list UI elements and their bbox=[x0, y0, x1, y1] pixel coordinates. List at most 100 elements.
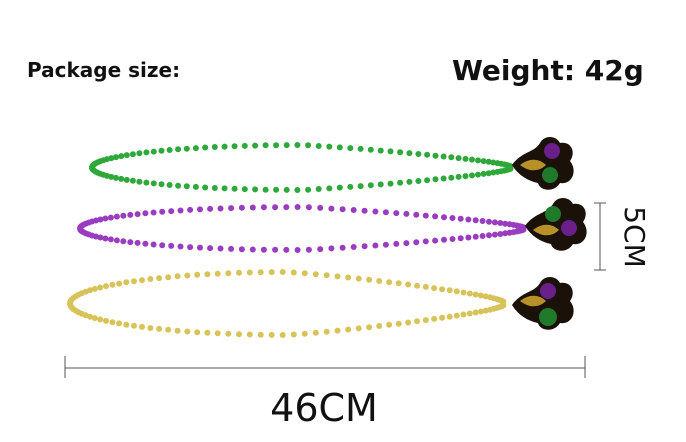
bead bbox=[262, 142, 269, 149]
bead bbox=[480, 170, 487, 177]
bead bbox=[475, 157, 481, 164]
bead bbox=[262, 186, 269, 193]
bead bbox=[147, 325, 154, 331]
bead bbox=[103, 283, 109, 290]
bead bbox=[448, 174, 455, 181]
bead bbox=[147, 276, 154, 282]
bead bbox=[328, 245, 335, 252]
bead bbox=[257, 331, 264, 338]
bead bbox=[502, 220, 509, 227]
pendant-green bbox=[539, 308, 557, 326]
bead bbox=[355, 325, 362, 332]
bead bbox=[479, 218, 486, 224]
bead bbox=[393, 210, 400, 217]
bead bbox=[317, 246, 324, 253]
bead bbox=[460, 311, 467, 318]
bead bbox=[345, 326, 352, 333]
bead bbox=[305, 142, 312, 149]
bead bbox=[91, 315, 98, 322]
bead bbox=[118, 153, 125, 160]
length-dimension bbox=[64, 356, 586, 378]
bead bbox=[290, 269, 297, 276]
pendant-purple bbox=[544, 143, 560, 159]
bead bbox=[387, 148, 394, 155]
bead bbox=[107, 214, 114, 221]
pendant-purple bbox=[540, 283, 556, 299]
bead bbox=[279, 269, 286, 275]
bead bbox=[377, 147, 384, 154]
bead bbox=[108, 155, 115, 162]
bead bbox=[386, 279, 393, 286]
bead bbox=[183, 145, 190, 152]
pendant-outline bbox=[525, 198, 587, 251]
bead bbox=[184, 328, 191, 335]
bead bbox=[221, 143, 228, 150]
bead bbox=[315, 186, 322, 192]
bead bbox=[367, 182, 374, 189]
bead bbox=[207, 205, 214, 212]
bead bbox=[221, 185, 228, 192]
bead bbox=[414, 282, 421, 289]
bead bbox=[272, 204, 279, 211]
bead bbox=[150, 148, 157, 155]
bead bbox=[204, 329, 211, 336]
bead bbox=[506, 229, 513, 236]
bead bbox=[317, 204, 324, 211]
bead bbox=[382, 241, 389, 248]
bead bbox=[415, 151, 422, 157]
bead bbox=[97, 316, 104, 323]
bead bbox=[301, 270, 308, 277]
bead bbox=[432, 213, 439, 220]
bead bbox=[273, 142, 280, 149]
bead bbox=[305, 246, 312, 253]
bead bbox=[249, 246, 256, 253]
bead bbox=[192, 183, 199, 190]
bead bbox=[272, 246, 279, 253]
bead bbox=[252, 142, 259, 149]
bead bbox=[87, 287, 93, 294]
bead bbox=[395, 320, 402, 327]
bead bbox=[350, 207, 357, 213]
bead bbox=[422, 238, 429, 245]
bead bbox=[92, 217, 99, 224]
bead bbox=[357, 145, 364, 152]
bead bbox=[432, 237, 439, 244]
bead bbox=[211, 144, 218, 150]
bead bbox=[159, 208, 166, 215]
bead bbox=[97, 234, 104, 241]
bead bbox=[113, 237, 120, 244]
bead bbox=[197, 206, 203, 213]
bead bbox=[238, 246, 245, 253]
bead bbox=[202, 184, 209, 191]
bead bbox=[345, 274, 352, 281]
bead bbox=[455, 173, 462, 180]
bead bbox=[139, 277, 145, 284]
bead bbox=[187, 244, 194, 251]
bead bbox=[520, 224, 527, 231]
bead bbox=[439, 314, 446, 321]
bead bbox=[109, 319, 116, 326]
bead bbox=[134, 239, 141, 246]
bead bbox=[336, 184, 343, 191]
bead bbox=[485, 158, 492, 165]
bead bbox=[294, 142, 301, 148]
pendant-gold bbox=[520, 295, 546, 307]
bead bbox=[150, 209, 157, 216]
pendant-green bbox=[542, 167, 558, 183]
bead bbox=[246, 269, 253, 276]
bead bbox=[123, 321, 130, 328]
bead bbox=[150, 241, 157, 248]
bead bbox=[491, 219, 498, 226]
bead bbox=[214, 330, 221, 337]
necklaces bbox=[67, 142, 527, 338]
bead bbox=[236, 331, 242, 338]
bead bbox=[334, 273, 341, 280]
bead bbox=[414, 318, 421, 325]
bead bbox=[387, 180, 394, 187]
bead bbox=[339, 244, 346, 251]
bead bbox=[422, 212, 429, 219]
bead bbox=[103, 317, 109, 324]
height-dimension bbox=[594, 202, 606, 271]
bead bbox=[143, 179, 150, 186]
